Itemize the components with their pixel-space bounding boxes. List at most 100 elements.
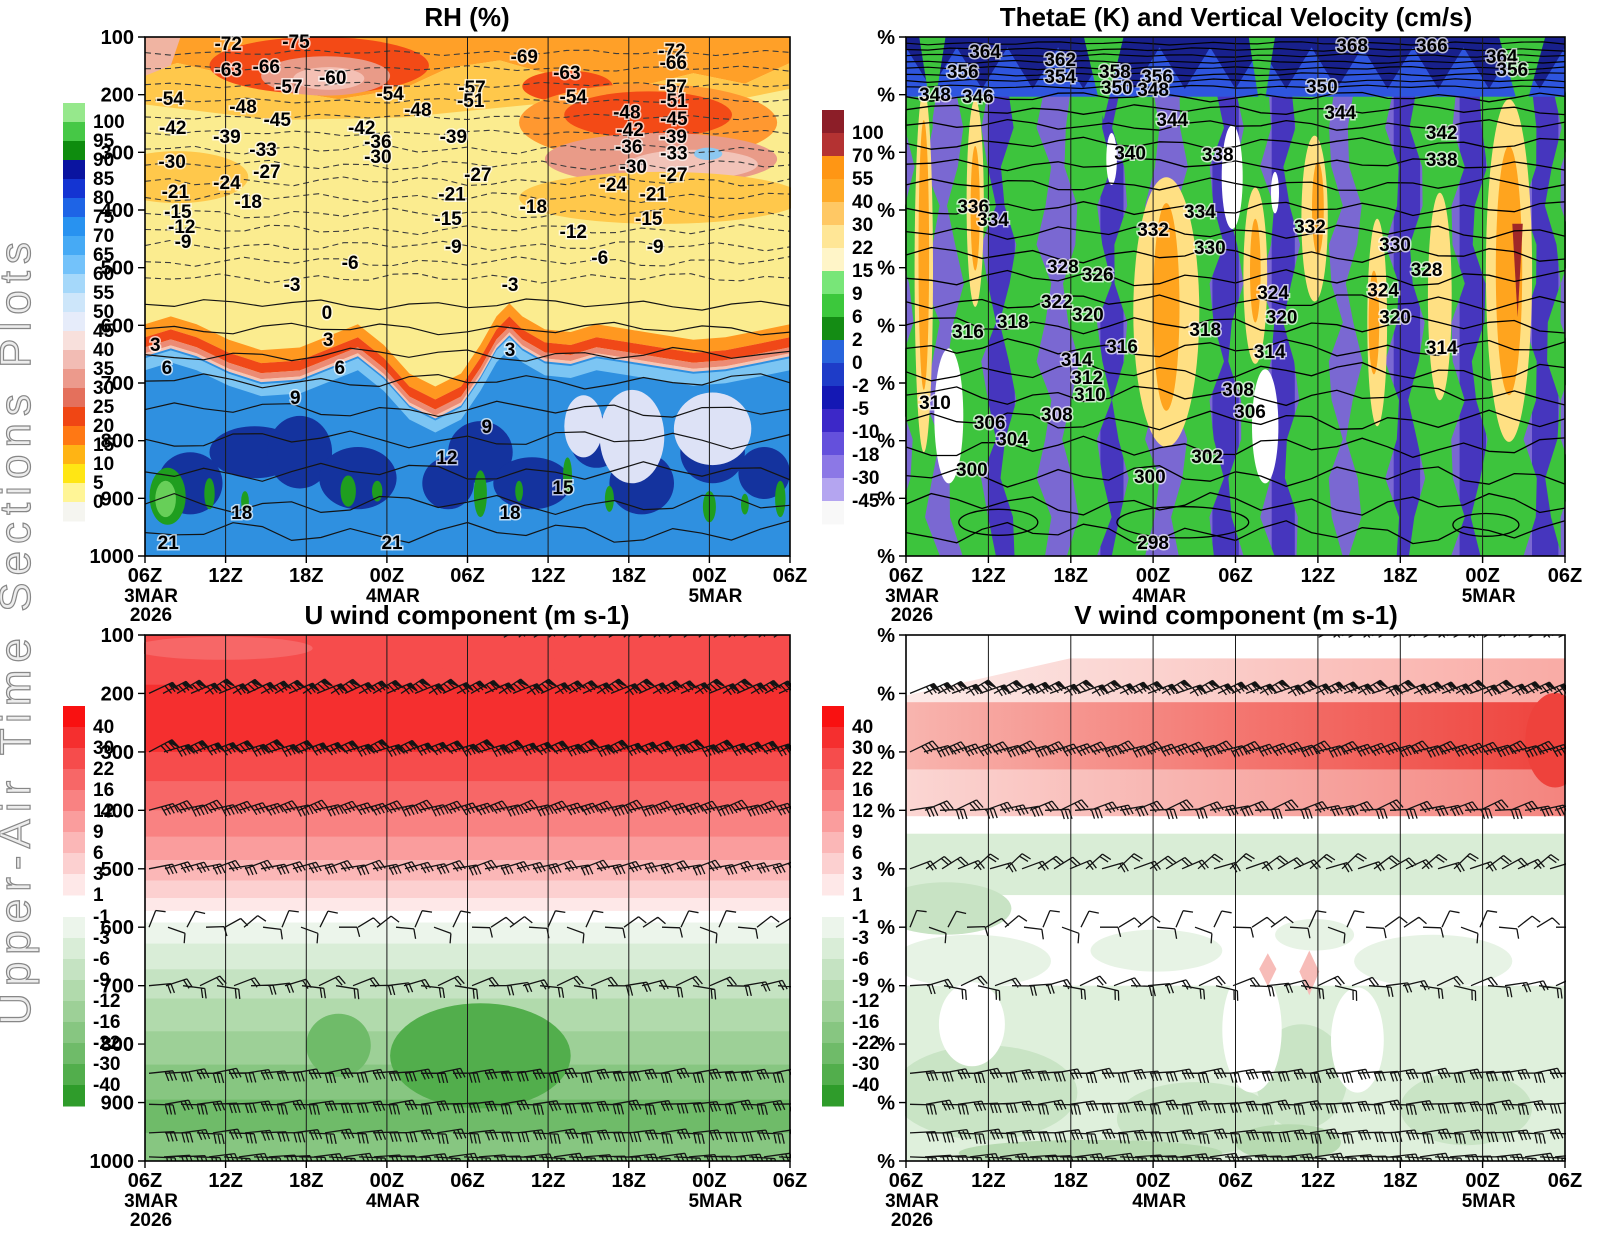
colorbar-label: 6 [852,843,863,864]
te-white-blob [1221,125,1243,229]
colorbar-swatch [63,483,85,503]
colorbar-label: -16 [852,1012,879,1033]
colorbar-swatch [822,294,844,318]
colorbar-label: 9 [93,822,104,843]
contour-label: 3 [150,335,161,356]
contour-label: -63 [553,63,580,84]
rh-blue-spot [693,147,723,160]
wind-barb-row [148,859,791,876]
colorbar-label: 6 [852,307,863,328]
rh-cyan-band [145,337,790,433]
time-tick-label: 12Z [531,565,565,587]
colorbar-swatch [822,1022,844,1044]
colorbar-label: 95 [93,131,115,152]
v-green-patch [1400,1071,1532,1146]
date-label: 2026 [891,1210,933,1231]
time-tick-label: 12Z [531,1170,565,1192]
axis-ticks [899,634,1566,1168]
time-tick-label: 18Z [289,1170,323,1192]
rh-corner-patch [145,37,181,76]
date-label: 4MAR [1132,1191,1186,1212]
colorbar-label: -18 [852,445,879,466]
contour-label: -39 [440,127,467,148]
time-tick-label: 06Z [450,565,484,587]
contour-label: 3 [323,330,334,351]
pressure-tick-label: 600 [101,917,134,939]
axis-ticks [138,634,791,1168]
colorbar-label: -12 [852,991,879,1012]
colorbar-swatch [822,317,844,341]
colorbar-swatch [63,369,85,389]
date-label: 4MAR [1132,586,1186,607]
temp-contour-dashed [144,239,791,252]
contour-label: -51 [457,91,485,112]
contour-label: -9 [445,237,462,258]
contour-label: 350 [1306,77,1338,98]
colorbar-swatch [63,853,85,875]
contour-label: -6 [342,253,359,274]
v-pink-spot [1299,950,1320,996]
contour-label: 340 [1114,143,1146,164]
pressure-tick-label: 200 [101,683,134,705]
date-label: 3MAR [124,1191,178,1212]
colorbar-swatch [822,980,844,1002]
colorbar-swatch [822,811,844,833]
colorbar-swatch [822,790,844,812]
colorbar-label: 1 [93,885,104,906]
contour-label: -24 [213,173,241,194]
contour-label: 362 [1044,50,1076,71]
colorbar-swatch [63,959,85,981]
v-strong-red [1525,692,1566,788]
colorbar-swatch [822,271,844,295]
rh-saturated-blob [473,470,487,518]
colorbar-label: 0 [93,492,104,513]
v-field [905,635,1566,1161]
contour-label: 326 [1082,265,1114,286]
colorbar-swatch [822,769,844,791]
wind-barb-row [909,740,1566,758]
contour-label: 9 [290,388,301,409]
colorbar-swatch [822,225,844,249]
contour-label: 314 [1254,342,1286,363]
colorbar-label: 3 [93,864,104,885]
colorbar-label: 16 [852,780,873,801]
pressure-tick-label: % [877,315,895,337]
contour-label: -63 [214,60,241,81]
contour-label: 9 [482,417,493,438]
contour-label: 304 [996,430,1028,451]
time-tick-label: 12Z [971,565,1005,587]
contour-label: -12 [168,217,195,238]
colorbar-label: 10 [93,454,114,475]
colorbar-label: -30 [852,468,879,489]
colorbar-swatch [63,198,85,218]
rh-saturated-blob [204,478,215,510]
wind-barb-row [909,799,1566,820]
contour-label: -45 [263,110,291,131]
colorbar-swatch [822,340,844,364]
contour-label: 314 [1061,350,1093,371]
rh-saturated-blob [741,493,749,515]
v-green-patch [905,882,1012,935]
contour-label: -3 [502,275,519,296]
rh-lavender-patch [673,392,752,466]
colorbar-label: 15 [852,261,874,282]
colorbar-label: 9 [852,284,863,305]
contour-label: 6 [162,358,173,379]
colorbar-swatch [63,980,85,1002]
contour-label: 348 [919,85,951,106]
colorbar-swatch [63,217,85,237]
te-orange-streak [970,146,980,271]
time-tick-label: 00Z [1465,1170,1499,1192]
time-tick-label: 06Z [128,565,162,587]
colorbar-label: 25 [93,397,115,418]
colorbar-label: -3 [852,928,869,949]
field-blob [293,67,365,90]
pressure-tick-label: 300 [101,742,134,764]
te-top-green-tooth [919,37,946,120]
te-orange-streak [1250,218,1261,323]
colorbar-label: 30 [93,378,114,399]
contour-label: -57 [660,77,687,98]
v-pale-green-patch [1275,919,1355,951]
